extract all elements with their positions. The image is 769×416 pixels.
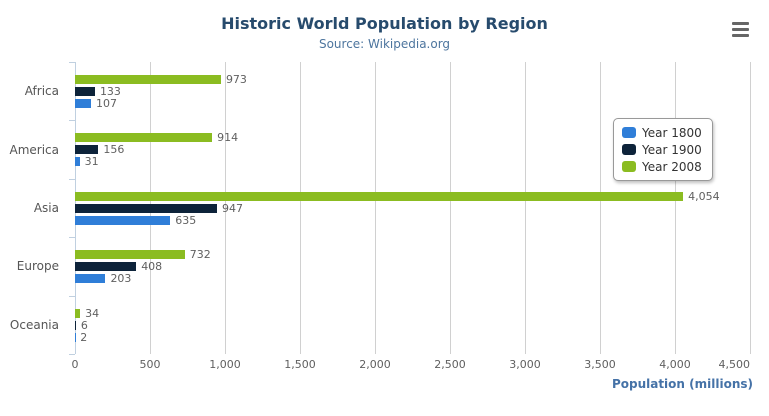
- hamburger-bar: [732, 34, 749, 37]
- category-label-europe: Europe: [16, 259, 59, 274]
- bar-value-label: 408: [141, 260, 163, 274]
- legend-swatch-icon: [622, 144, 636, 155]
- bar-value-label: 4,054: [688, 189, 720, 203]
- hamburger-bar: [732, 22, 749, 25]
- bar-row: 156: [75, 143, 750, 157]
- x-tick-label: 1,000: [209, 358, 241, 371]
- bar-row: 203: [75, 272, 750, 286]
- bar-value-label: 34: [85, 306, 100, 320]
- gridline: [600, 62, 601, 354]
- bar-value-label: 947: [222, 201, 244, 215]
- gridline: [525, 62, 526, 354]
- category-label-asia: Asia: [33, 201, 59, 215]
- bar-row: 31: [75, 155, 750, 169]
- category-tick: [69, 237, 75, 239]
- x-tick-label: 4,500: [718, 358, 751, 371]
- category-label-africa: Africa: [24, 84, 59, 99]
- legend-label: Year 1800: [642, 125, 702, 140]
- bar-group-africa: 973 133 107: [75, 62, 750, 120]
- bar-group-oceania: 34 6 2: [75, 296, 750, 354]
- x-tick-label: 4,000: [659, 358, 691, 371]
- legend-item-year-2008[interactable]: Year 2008: [622, 158, 702, 175]
- x-tick-label: 2,000: [359, 358, 391, 371]
- gridline: [450, 62, 451, 354]
- bar-row: 973: [75, 73, 750, 86]
- category-label-oceania: Oceania: [9, 317, 59, 332]
- gridline: [750, 62, 751, 354]
- bar-row: 2: [75, 330, 750, 344]
- bar-year-1800-africa[interactable]: [75, 99, 92, 108]
- category-axis-labels: Africa America Asia Europe Oceania: [0, 62, 67, 354]
- bar-year-1800-europe[interactable]: [75, 274, 106, 284]
- bar-value-label: 635: [175, 213, 197, 227]
- x-tick-label: 1,500: [284, 358, 316, 371]
- category-tick: [69, 62, 75, 63]
- x-tick-label: 3,000: [509, 358, 541, 371]
- bar-value-label: 31: [84, 155, 99, 169]
- bar-value-label: 914: [217, 131, 239, 145]
- gridline: [374, 62, 376, 354]
- bar-year-2008-america[interactable]: [75, 133, 213, 143]
- bar-year-1800-asia[interactable]: [75, 215, 171, 225]
- category-tick: [69, 295, 75, 297]
- bar-year-2008-europe[interactable]: [75, 250, 185, 260]
- bar-year-2008-oceania[interactable]: [75, 308, 81, 318]
- legend-swatch-icon: [622, 127, 636, 138]
- bar-value-label: 2: [80, 330, 88, 344]
- bar-row: 34: [75, 306, 750, 320]
- legend-item-year-1900[interactable]: Year 1900: [622, 141, 702, 158]
- legend-swatch-icon: [622, 161, 636, 172]
- bar-year-1900-america[interactable]: [75, 145, 99, 155]
- bar-year-2008-asia[interactable]: [75, 191, 684, 201]
- bar-year-1900-africa[interactable]: [75, 87, 95, 96]
- bar-year-2008-africa[interactable]: [75, 75, 221, 84]
- category-tick: [69, 120, 75, 122]
- x-axis-title: Population (millions): [611, 377, 753, 391]
- bar-row: 914: [75, 131, 750, 145]
- bar-row: 408: [75, 260, 750, 274]
- category-label-america: America: [9, 142, 60, 157]
- chart-subtitle: Source: Wikipedia.org: [318, 37, 451, 51]
- x-tick-label: 2,500: [434, 358, 466, 371]
- x-tick-label: 0: [71, 358, 79, 371]
- value-axis-labels: 0 500 1,000 1,500 2,000 2,500 3,000 3,500 4,000 4…: [71, 358, 751, 372]
- gridline: [300, 62, 301, 354]
- bar-row: 107: [75, 97, 750, 110]
- bar-value-label: 107: [96, 97, 118, 110]
- plot-area: 973 133 107 914 156 31 4,054 947 635 732 408 203 34 6…: [69, 62, 751, 355]
- bar-value-label: 156: [103, 143, 125, 157]
- hamburger-bar: [732, 28, 749, 31]
- bar-group-america: 914 156 31: [75, 120, 750, 178]
- bar-group-asia: 4,054 947 635: [75, 179, 750, 237]
- legend: Year 1800 Year 1900 Year 2008: [613, 118, 713, 181]
- category-tick: [69, 354, 75, 355]
- legend-label: Year 1900: [642, 142, 702, 157]
- bar-row: 732: [75, 248, 750, 262]
- bar-row: 4,054: [75, 189, 750, 203]
- bar-year-1900-oceania[interactable]: [75, 320, 76, 330]
- gridline: [674, 62, 676, 354]
- x-tick-label: 3,500: [584, 358, 616, 371]
- bar-year-1900-asia[interactable]: [75, 203, 218, 213]
- chart-title: Historic World Population by Region: [221, 14, 548, 33]
- bar-value-label: 133: [99, 85, 121, 98]
- bar-row: 947: [75, 201, 750, 215]
- bar-row: 6: [75, 318, 750, 332]
- bar-year-1800-america[interactable]: [75, 157, 80, 167]
- category-tick: [69, 178, 75, 180]
- bar-value-label: 6: [80, 318, 88, 332]
- bar-year-1900-europe[interactable]: [75, 262, 137, 272]
- legend-item-year-1800[interactable]: Year 1800: [622, 124, 702, 141]
- bar-value-label: 732: [189, 248, 211, 262]
- bar-value-label: 973: [225, 73, 247, 86]
- bar-row: 133: [75, 85, 750, 98]
- legend-label: Year 2008: [642, 159, 702, 174]
- bar-row: 635: [75, 213, 750, 227]
- gridline: [224, 62, 226, 354]
- x-tick-label: 500: [139, 358, 161, 371]
- bar-group-europe: 732 408 203: [75, 237, 750, 295]
- hamburger-icon[interactable]: [732, 22, 749, 37]
- bar-value-label: 203: [110, 272, 132, 286]
